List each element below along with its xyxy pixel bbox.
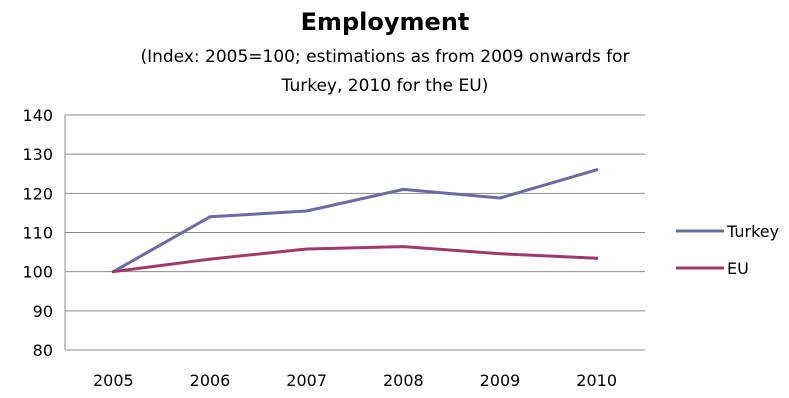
series-lines: [111, 168, 599, 274]
data-point-eu-2006: [208, 257, 212, 261]
data-point-turkey-2007: [305, 209, 309, 213]
legend-label-turkey: Turkey: [726, 222, 779, 241]
x-tick-label-2009: 2009: [480, 371, 521, 390]
gridlines: [65, 114, 645, 351]
x-tick-label-2010: 2010: [576, 371, 617, 390]
data-point-turkey-2006: [208, 215, 212, 219]
x-tick-label-2006: 2006: [190, 371, 231, 390]
x-tick-label-2005: 2005: [93, 371, 134, 390]
y-tick-label-140: 140: [22, 106, 53, 125]
y-tick-label-90: 90: [33, 302, 53, 321]
data-point-turkey-2008: [401, 187, 405, 191]
chart-subtitle-line-2: Turkey, 2010 for the EU): [281, 76, 489, 96]
data-point-eu-2009: [498, 252, 502, 256]
data-point-eu-2008: [401, 245, 405, 249]
legend: Turkey EU: [676, 222, 779, 278]
data-point-turkey-2010: [595, 168, 599, 172]
y-tick-label-100: 100: [22, 263, 53, 282]
data-point-eu-2005: [111, 270, 115, 274]
chart-title: Employment: [301, 8, 470, 36]
data-point-eu-2010: [595, 256, 599, 260]
y-tick-label-110: 110: [22, 224, 53, 243]
data-point-turkey-2009: [498, 196, 502, 200]
y-tick-label-120: 120: [22, 184, 53, 203]
y-tick-label-80: 80: [33, 341, 53, 360]
x-tick-label-2007: 2007: [286, 371, 327, 390]
x-tick-label-2008: 2008: [383, 371, 424, 390]
series-line-turkey: [111, 168, 599, 274]
legend-label-eu: EU: [727, 259, 749, 278]
axes: 80 90 100 110 120 130 140 2005 2006 2007 2008 2009 2…: [22, 106, 617, 390]
y-tick-label-130: 130: [22, 145, 53, 164]
series-line-eu: [111, 245, 599, 274]
chart-subtitle-line-1: (Index: 2005=100; estimations as from 20…: [140, 47, 629, 67]
data-point-eu-2007: [305, 247, 309, 251]
